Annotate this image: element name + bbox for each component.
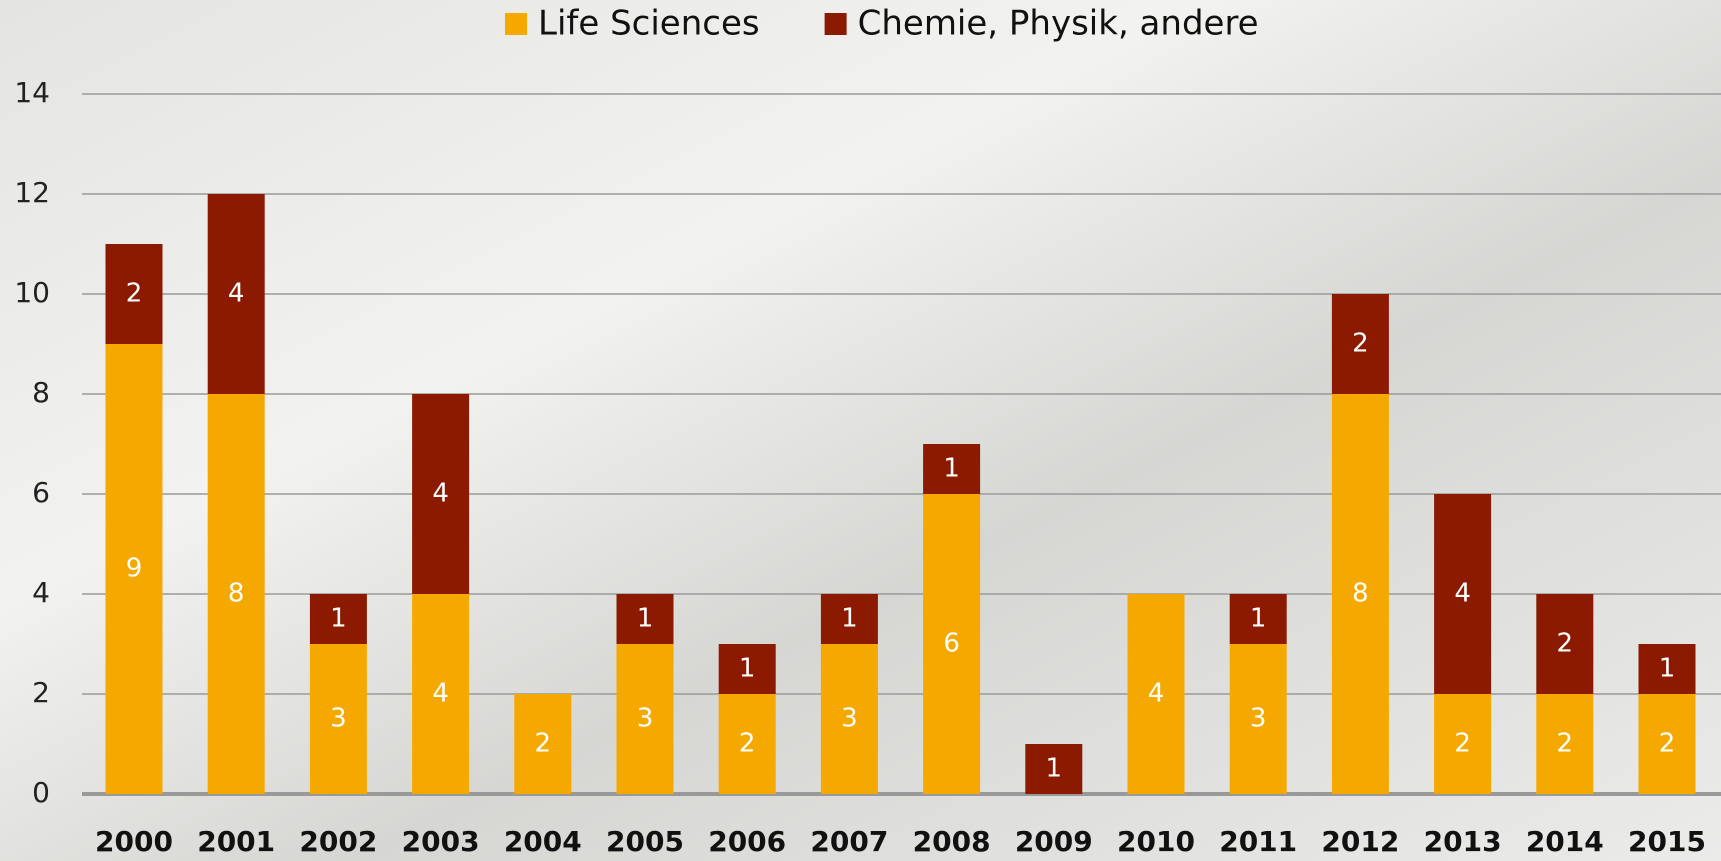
bar-segment xyxy=(1434,494,1492,694)
bar-segment xyxy=(309,644,367,794)
legend-swatch xyxy=(505,13,527,35)
x-tick-label: 2000 xyxy=(95,825,173,858)
x-tick-label: 2010 xyxy=(1117,825,1195,858)
legend-label: Chemie, Physik, andere xyxy=(858,4,1259,44)
data-label: 8 xyxy=(1352,579,1369,609)
bar-segment xyxy=(718,644,776,694)
bar-segment xyxy=(1331,294,1389,394)
y-tick-label: 14 xyxy=(14,76,50,109)
x-tick-label: 2003 xyxy=(402,825,480,858)
y-tick-label: 6 xyxy=(32,476,50,509)
bar-segment xyxy=(105,244,163,344)
data-label: 1 xyxy=(943,454,960,484)
data-label: 2 xyxy=(1557,629,1574,659)
bar-segment xyxy=(1536,594,1594,694)
data-label: 1 xyxy=(841,604,858,634)
data-label: 1 xyxy=(1250,604,1267,634)
bar-segment xyxy=(1536,694,1594,794)
x-tick-label: 2001 xyxy=(197,825,275,858)
data-label: 3 xyxy=(330,704,347,734)
bar-segment xyxy=(1331,394,1389,794)
legend-label: Life Sciences xyxy=(538,4,760,44)
bar-segment xyxy=(207,194,265,394)
data-label: 1 xyxy=(637,604,654,634)
y-tick-label: 12 xyxy=(14,176,50,209)
bar-segment xyxy=(820,594,878,644)
x-tick-label: 2012 xyxy=(1321,825,1399,858)
bar-segment xyxy=(616,644,674,794)
x-tick-label: 2006 xyxy=(708,825,786,858)
data-label: 1 xyxy=(1046,754,1063,784)
bar-segment xyxy=(616,594,674,644)
data-label: 4 xyxy=(432,479,449,509)
data-label: 1 xyxy=(330,604,347,634)
x-tick-label: 2009 xyxy=(1015,825,1093,858)
legend-swatch xyxy=(824,13,847,35)
bar-segment xyxy=(309,594,367,644)
data-label: 4 xyxy=(1148,679,1165,709)
x-tick-label: 2005 xyxy=(606,825,684,858)
data-label: 1 xyxy=(739,654,756,684)
bar-segment xyxy=(718,694,776,794)
bar-segment xyxy=(412,394,470,594)
data-label: 8 xyxy=(228,579,245,609)
data-label: 4 xyxy=(1454,579,1471,609)
bar-segment xyxy=(207,394,265,794)
bar-segment xyxy=(1127,594,1185,794)
data-label: 2 xyxy=(1454,729,1471,759)
data-label: 4 xyxy=(432,679,449,709)
bar-segment xyxy=(923,444,981,494)
y-tick-label: 10 xyxy=(14,276,50,309)
data-label: 2 xyxy=(1659,729,1676,759)
bar-segment xyxy=(1638,694,1696,794)
data-label: 4 xyxy=(228,279,245,309)
data-label: 6 xyxy=(943,629,960,659)
bar-segment xyxy=(1229,644,1287,794)
y-tick-label: 2 xyxy=(32,676,50,709)
x-tick-label: 2007 xyxy=(810,825,888,858)
x-tick-label: 2014 xyxy=(1526,825,1604,858)
x-tick-label: 2002 xyxy=(299,825,377,858)
data-label: 3 xyxy=(637,704,654,734)
x-tick-label: 2008 xyxy=(913,825,991,858)
x-tick-label: 2015 xyxy=(1628,825,1706,858)
data-label: 3 xyxy=(1250,704,1267,734)
bar-segment xyxy=(923,494,981,794)
bar-segment xyxy=(105,344,163,794)
y-tick-label: 0 xyxy=(32,776,50,809)
data-label: 2 xyxy=(1352,329,1369,359)
bar-segment xyxy=(1434,694,1492,794)
y-tick-label: 4 xyxy=(32,576,50,609)
bar-segment xyxy=(1638,644,1696,694)
data-label: 1 xyxy=(1659,654,1676,684)
bar-segment xyxy=(514,694,572,794)
x-tick-label: 2004 xyxy=(504,825,582,858)
bar-segment xyxy=(412,594,470,794)
y-tick-label: 8 xyxy=(32,376,50,409)
data-label: 2 xyxy=(535,729,552,759)
data-label: 3 xyxy=(841,704,858,734)
data-label: 2 xyxy=(1557,729,1574,759)
data-label: 2 xyxy=(126,279,143,309)
data-label: 2 xyxy=(739,729,756,759)
bar-segment xyxy=(1229,594,1287,644)
x-tick-label: 2011 xyxy=(1219,825,1297,858)
bar-segment xyxy=(820,644,878,794)
data-label: 9 xyxy=(126,554,143,584)
x-tick-label: 2013 xyxy=(1424,825,1502,858)
bar-segment xyxy=(1025,744,1083,794)
